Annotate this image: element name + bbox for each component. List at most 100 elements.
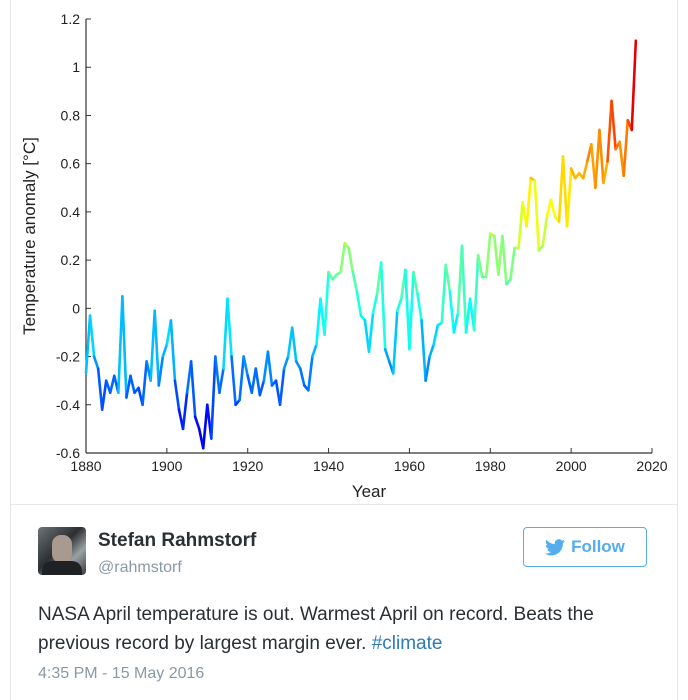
line-segment [218, 367, 225, 395]
line-segment [408, 270, 415, 351]
follow-button[interactable]: Follow [523, 527, 647, 567]
line-segment [214, 355, 221, 395]
y-axis-label: Temperature anomaly [°C] [20, 137, 39, 335]
line-segment [210, 355, 217, 440]
line-segment [88, 314, 96, 358]
y-tick-label: 1 [72, 59, 80, 75]
line-segment [395, 297, 403, 313]
y-tick-label: 0.8 [61, 107, 81, 123]
line-segment [472, 253, 480, 332]
y-tick-label: -0.2 [56, 349, 80, 365]
line-segment [189, 360, 197, 419]
line-segment [440, 263, 448, 325]
x-axis-label: Year [352, 482, 387, 501]
line-segment [193, 415, 201, 431]
hashtag-link[interactable]: #climate [371, 633, 443, 654]
x-tick-label: 1980 [475, 458, 506, 474]
author-handle[interactable]: @rahmstorf [98, 559, 182, 576]
line-segment [569, 167, 577, 180]
line-segment [545, 198, 553, 219]
line-segment [307, 355, 314, 392]
line-segment [278, 367, 286, 407]
line-segment [432, 323, 440, 346]
line-segment [117, 294, 124, 395]
line-segment [201, 403, 209, 450]
x-tick-label: 1920 [232, 458, 263, 474]
line-segment [622, 118, 630, 178]
line-segment [108, 374, 116, 395]
line-segment [493, 234, 500, 276]
line-segment [173, 379, 181, 411]
line-segment [323, 270, 330, 337]
line-segment [294, 360, 302, 370]
x-tick-label: 2000 [556, 458, 587, 474]
line-segment [594, 128, 601, 190]
line-segment [230, 355, 237, 407]
line-segment [549, 198, 557, 219]
line-segment [92, 355, 100, 370]
line-segment [581, 159, 589, 180]
tweet-text: NASA April temperature is out. Warmest A… [38, 600, 648, 658]
line-segment [630, 39, 638, 132]
line-segment [84, 314, 92, 375]
y-tick-label: 0.4 [61, 204, 81, 220]
y-tick-label: 1.2 [61, 11, 81, 27]
line-segment [226, 297, 233, 358]
line-segment [509, 246, 516, 281]
line-segment [149, 309, 157, 382]
line-segment [484, 232, 492, 279]
line-segment [428, 343, 435, 358]
tweet-body: NASA April temperature is out. Warmest A… [38, 604, 594, 654]
line-segment [181, 391, 189, 431]
line-segment [311, 343, 318, 358]
line-segment [501, 234, 508, 286]
line-segment [517, 200, 524, 250]
x-tick-label: 1960 [394, 458, 425, 474]
y-tick-label: 0.6 [61, 156, 81, 172]
line-segment [420, 319, 427, 382]
line-segment [290, 326, 298, 363]
line-segment [121, 294, 128, 399]
y-tick-label: -0.6 [56, 445, 80, 461]
line-segment [561, 155, 569, 228]
line-segment [242, 355, 250, 378]
y-tick-label: 0 [72, 300, 80, 316]
line-segment [404, 268, 411, 351]
tweet-card [10, 0, 678, 700]
line-segment [238, 355, 245, 402]
line-segment [383, 348, 391, 363]
y-tick-label: 0.2 [61, 252, 81, 268]
line-segment [606, 99, 613, 163]
line-segment [153, 309, 161, 387]
tweet-timestamp[interactable]: 4:35 PM - 15 May 2016 [38, 665, 205, 682]
line-segment [452, 311, 460, 334]
line-segment [464, 297, 472, 334]
follow-label: Follow [571, 537, 625, 556]
line-segment [610, 99, 617, 151]
x-tick-label: 2020 [636, 458, 667, 474]
avatar[interactable] [38, 527, 86, 575]
line-segment [266, 350, 274, 387]
line-segment [355, 290, 363, 317]
x-tick-label: 1880 [70, 458, 101, 474]
x-tick-label: 1940 [313, 458, 344, 474]
line-segment [157, 355, 165, 387]
line-segment [161, 343, 169, 358]
chart-axes: -0.6 -0.4 -0.2 0 0.2 0.4 0.6 0.8 1 1.2 1880 1900 192… [56, 11, 668, 474]
line-segment [598, 128, 605, 185]
line-segment [541, 215, 549, 247]
twitter-bird-icon [545, 538, 566, 555]
line-segment [254, 367, 262, 397]
line-segment [141, 360, 148, 407]
line-segment [460, 244, 468, 334]
line-segment [379, 261, 387, 351]
divider [10, 504, 678, 505]
line-segment [412, 270, 419, 296]
author-name[interactable]: Stefan Rahmstorf [98, 530, 257, 551]
line-segment [565, 167, 573, 228]
line-segment [525, 176, 533, 228]
line-segment [367, 311, 375, 354]
line-segment [129, 374, 136, 395]
line-segment [258, 379, 266, 397]
temperature-anomaly-chart: -0.6 -0.4 -0.2 0 0.2 0.4 0.6 0.8 1 1.2 1880 1900 192… [20, 11, 668, 501]
